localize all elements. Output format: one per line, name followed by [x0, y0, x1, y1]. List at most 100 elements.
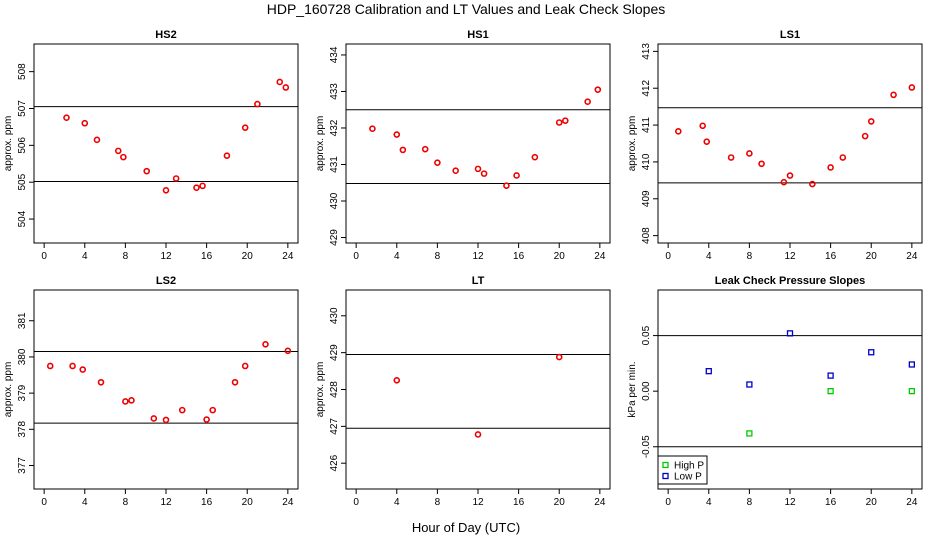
data-point — [276, 78, 284, 86]
data-point — [97, 378, 105, 386]
x-tick-label: 4 — [82, 497, 88, 508]
x-tick-label: 16 — [825, 497, 837, 508]
data-point — [241, 124, 249, 131]
data-point — [584, 98, 591, 105]
y-tick-label: 434 — [329, 46, 340, 63]
data-point — [908, 84, 916, 91]
data-point — [241, 362, 249, 370]
x-tick-label: 4 — [706, 251, 712, 262]
data-point — [203, 416, 210, 423]
data-point — [178, 406, 186, 414]
data-point — [93, 136, 101, 144]
data-point — [262, 340, 269, 348]
data-point — [746, 381, 753, 388]
x-tick-label: 12 — [472, 497, 484, 508]
y-tick-label: 409 — [641, 190, 652, 207]
y-tick-label: 0.05 — [641, 325, 652, 345]
y-tick-label: 507 — [17, 100, 28, 117]
y-tick-label: 379 — [17, 384, 28, 401]
data-point — [231, 378, 239, 386]
x-tick-label: 12 — [160, 251, 172, 262]
panel-title: LS1 — [780, 29, 800, 41]
data-point — [81, 119, 89, 127]
x-tick-label: 20 — [242, 251, 254, 262]
plot-frame — [345, 289, 611, 490]
data-point — [868, 349, 875, 356]
data-point — [675, 128, 682, 135]
x-tick-label: 12 — [472, 251, 484, 262]
data-point — [143, 167, 151, 175]
figure-title: HDP_160728 Calibration and LT Values and… — [267, 1, 665, 17]
x-tick-label: 4 — [394, 497, 400, 508]
y-tick-label: 411 — [641, 117, 652, 133]
data-point — [705, 368, 712, 375]
data-point — [421, 145, 429, 153]
panel-2: HS1 0 4 8 12 16 20 24 429 430 431 432 433 434 approx. … — [315, 29, 611, 262]
plot-frame — [33, 289, 299, 490]
data-point — [555, 353, 563, 361]
x-tick-label: 20 — [242, 497, 254, 508]
data-point — [890, 91, 897, 99]
x-tick-label: 24 — [594, 497, 606, 508]
x-tick-label: 16 — [513, 497, 525, 508]
data-point — [69, 362, 76, 370]
x-tick-label: 20 — [866, 251, 878, 262]
y-tick-label: 412 — [641, 79, 652, 96]
data-point — [780, 178, 788, 186]
data-point — [172, 175, 180, 182]
x-tick-label: 16 — [201, 251, 213, 262]
data-point — [474, 165, 482, 173]
x-tick-label: 16 — [513, 251, 525, 262]
panel-title: HS2 — [155, 29, 176, 41]
y-tick-label: 427 — [329, 418, 340, 435]
x-tick-label: 4 — [394, 251, 400, 262]
y-tick-label: 381 — [17, 312, 28, 329]
data-point — [369, 125, 376, 133]
y-axis-label: approx. ppm — [3, 362, 14, 418]
legend-swatch — [662, 472, 669, 480]
y-tick-label: 410 — [641, 153, 652, 170]
data-point — [434, 159, 441, 166]
data-point — [120, 153, 127, 161]
data-point — [393, 131, 401, 138]
x-tick-label: 12 — [784, 251, 796, 262]
x-tick-label: 4 — [706, 497, 712, 508]
x-tick-label: 8 — [747, 251, 753, 262]
data-point — [827, 388, 834, 395]
data-point — [827, 164, 834, 171]
y-tick-label: 432 — [329, 119, 340, 136]
data-point — [452, 167, 459, 175]
data-point — [128, 397, 135, 404]
legend-swatch — [662, 461, 669, 469]
data-point — [46, 362, 54, 370]
data-point — [393, 376, 401, 384]
data-point — [703, 138, 711, 145]
x-tick-label: 20 — [866, 497, 878, 508]
data-point — [867, 118, 875, 125]
data-point — [827, 372, 834, 379]
x-tick-label: 0 — [665, 251, 671, 262]
y-tick-label: 408 — [641, 227, 652, 244]
x-tick-label: 8 — [123, 251, 129, 262]
data-point — [474, 431, 482, 438]
legend-label: Low P — [674, 472, 702, 483]
data-point — [254, 100, 261, 108]
x-tick-label: 4 — [82, 251, 88, 262]
x-tick-label: 12 — [160, 497, 172, 508]
y-tick-label: 430 — [329, 307, 340, 324]
x-tick-label: 0 — [353, 251, 359, 262]
panel-6: Leak Check Pressure Slopes 0 4 8 12 16 20 24 -0.… — [627, 275, 923, 508]
x-tick-label: 0 — [353, 497, 359, 508]
legend-label: High P — [674, 461, 704, 472]
data-point — [513, 172, 520, 179]
panel-1: HS2 0 4 8 12 16 20 24 504 505 506 507 508 approx. ppm — [3, 29, 299, 262]
x-tick-label: 24 — [906, 251, 918, 262]
y-tick-label: -0.05 — [641, 435, 652, 458]
data-point — [63, 114, 70, 122]
x-tick-label: 24 — [282, 497, 294, 508]
data-point — [531, 153, 539, 161]
x-tick-label: 0 — [665, 497, 671, 508]
data-point — [699, 122, 706, 130]
x-tick-label: 8 — [435, 497, 441, 508]
